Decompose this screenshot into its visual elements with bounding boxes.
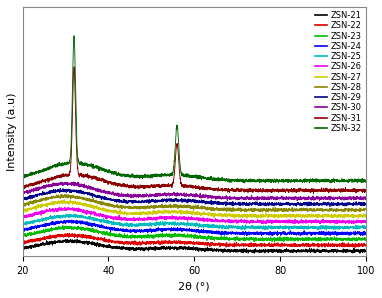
Y-axis label: Intensity (a.u): Intensity (a.u) xyxy=(7,92,17,171)
Legend: ZSN-21, ZSN-22, ZSN-23, ZSN-24, ZSN-25, ZSN-26, ZSN-27, ZSN-28, ZSN-29, ZSN-30, : ZSN-21, ZSN-22, ZSN-23, ZSN-24, ZSN-25, … xyxy=(313,10,363,134)
X-axis label: 2θ (°): 2θ (°) xyxy=(178,281,210,291)
